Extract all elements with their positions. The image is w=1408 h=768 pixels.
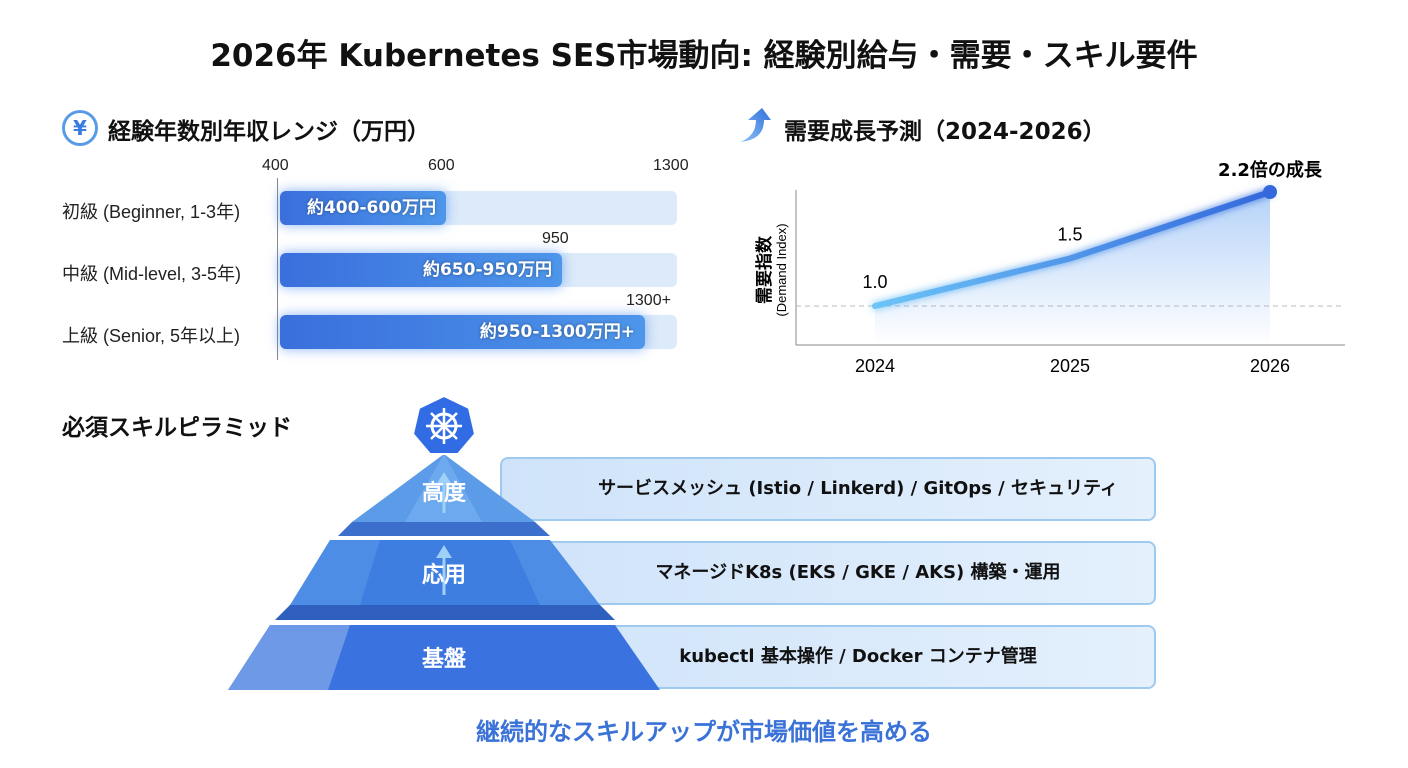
axis-line (277, 178, 278, 360)
footer-message: 継続的なスキルアップが市場価値を高める (476, 718, 932, 746)
end-label: 950 (542, 230, 569, 247)
y-axis-sublabel: (Demand Index) (774, 223, 789, 316)
pyramid-heading: 必須スキルピラミッド (62, 415, 292, 441)
salary-bar: 約950-1300万円+ (280, 315, 645, 349)
data-point (1263, 185, 1277, 199)
tier-label: 応用 (422, 562, 466, 588)
skill-box: サービスメッシュ (Istio / Linkerd) / GitOps / セキ… (500, 457, 1156, 521)
kubernetes-icon (411, 394, 477, 455)
tick-label: 400 (262, 157, 289, 174)
end-label: 1300+ (626, 292, 671, 309)
page-title: 2026年 Kubernetes SES市場動向: 経験別給与・需要・スキル要件 (210, 38, 1198, 74)
x-tick-label: 2026 (1250, 356, 1290, 376)
data-label: 1.5 (1057, 225, 1082, 245)
salary-bar: 約650-950万円 (280, 253, 562, 287)
series-line (872, 189, 1273, 309)
tier-label: 高度 (422, 480, 467, 506)
arrow-up-icon (436, 472, 452, 485)
growth-annotation: 2.2倍の成長 (1218, 160, 1323, 181)
row-label: 初級 (Beginner, 1-3年) (62, 202, 241, 222)
skill-box: マネージドK8s (EKS / GKE / AKS) 構築・運用 (500, 541, 1156, 605)
yen-icon: ¥ (62, 110, 98, 146)
arrow-up-icon (436, 545, 452, 558)
row-label: 上級 (Senior, 5年以上) (62, 326, 241, 346)
x-tick-label: 2025 (1050, 356, 1090, 376)
salary-bar: 約400-600万円 (280, 191, 446, 225)
tick-label: 600 (428, 157, 455, 174)
arrow-up-icon (740, 108, 771, 142)
skill-pyramid: 高度 応用 基盤 (228, 394, 660, 690)
x-tick-label: 2024 (855, 356, 895, 376)
salary-heading: 経験年数別年収レンジ（万円） (108, 119, 430, 145)
row-label: 中級 (Mid-level, 3-5年) (62, 264, 242, 284)
demand-chart: 1.0 2024 1.5 2025 2026 需要指数 (Demand Index) 2… (754, 160, 1345, 376)
tick-label: 1300 (653, 157, 689, 174)
tier-label: 基盤 (422, 646, 467, 672)
area-fill (875, 192, 1270, 345)
demand-heading: 需要成長予測（2024-2026） (784, 119, 1106, 145)
data-label: 1.0 (862, 272, 887, 292)
y-axis-label: 需要指数 (754, 235, 775, 304)
